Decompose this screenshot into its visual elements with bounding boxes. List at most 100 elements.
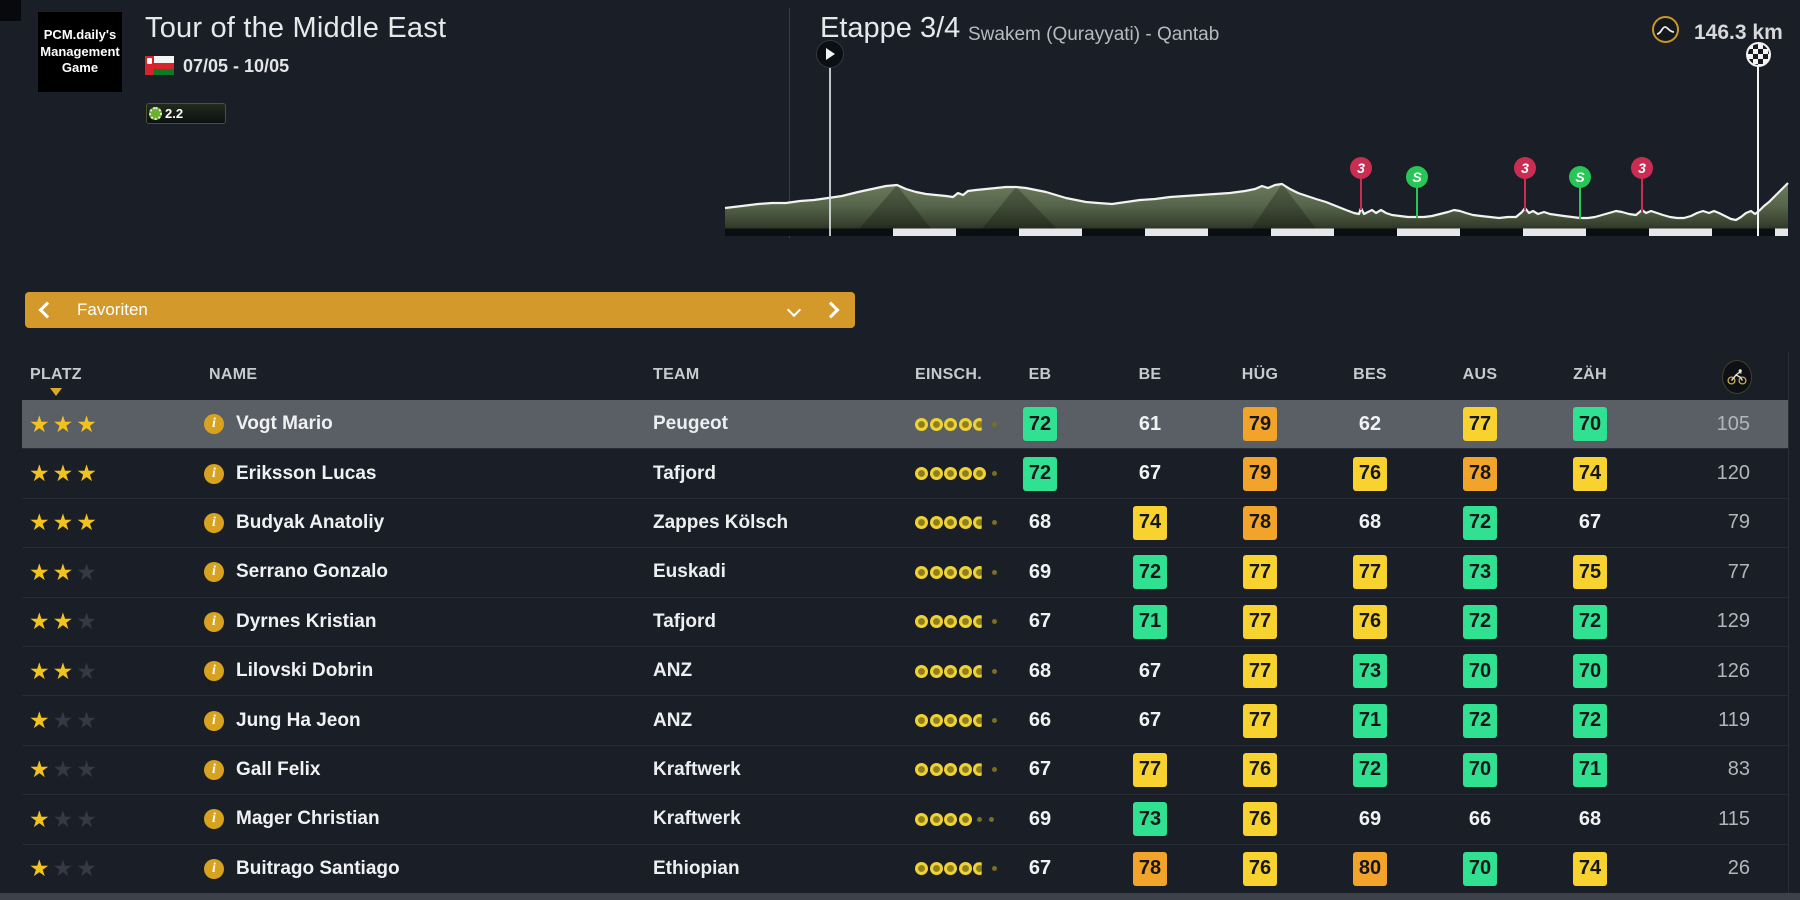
info-icon[interactable]: i — [204, 562, 224, 583]
table-row[interactable]: ★ ★ ★ i Serrano Gonzalo Euskadi 69 72 77 77 73 75 77 — [22, 548, 1788, 598]
stat-value: 70 — [1463, 654, 1497, 689]
star-filled-icon: ★ — [29, 608, 50, 635]
rider-star-rating: ★ ★ ★ — [22, 610, 178, 633]
race-days-count: 129 — [1716, 610, 1750, 633]
stat-cell: 68 — [985, 660, 1095, 683]
stat-value: 70 — [1463, 752, 1497, 787]
table-row[interactable]: ★ ★ ★ i Buitrago Santiago Ethiopian 67 78 76 80 70… — [22, 845, 1788, 894]
rating-dot-full-icon — [944, 812, 957, 826]
stat-cell: 78 — [1095, 851, 1205, 886]
race-category-badge: 2.2 — [146, 103, 226, 124]
stat-cell: 77 — [1205, 654, 1315, 689]
column-header-race-days[interactable] — [1645, 352, 1788, 394]
column-header-name[interactable]: NAME — [209, 366, 258, 383]
favorites-selector-bar[interactable]: Favoriten — [25, 292, 855, 328]
rider-name: Gall Felix — [236, 758, 321, 780]
stat-value: 71 — [1573, 752, 1607, 787]
stat-cell: 76 — [1205, 802, 1315, 837]
stat-value: 67 — [1138, 659, 1162, 682]
rating-dot-full-icon — [944, 417, 957, 431]
einsch-rating — [912, 812, 994, 826]
info-icon[interactable]: i — [204, 512, 224, 533]
stat-value: 67 — [1138, 709, 1162, 732]
stat-value: 73 — [1463, 555, 1497, 590]
rider-name: Serrano Gonzalo — [236, 561, 389, 583]
rating-dot-full-icon — [958, 516, 972, 530]
previous-arrow-icon[interactable] — [38, 301, 56, 319]
favorites-table-header: PLATZ NAME TEAM EINSCH. EB BE HÜG BES AU… — [22, 352, 1788, 398]
stat-value: 72 — [1463, 604, 1497, 639]
info-icon[interactable]: i — [204, 809, 224, 830]
rider-name: Buitrago Santiago — [236, 857, 400, 879]
star-empty-icon: ★ — [76, 558, 97, 585]
info-icon[interactable]: i — [204, 661, 224, 682]
stat-value: 74 — [1573, 456, 1607, 491]
rating-dot-half-icon — [973, 565, 982, 579]
rider-star-rating: ★ ★ ★ — [22, 659, 178, 683]
header-divider — [789, 8, 790, 238]
stat-value: 76 — [1353, 604, 1387, 639]
rider-star-rating: ★ ★ ★ — [22, 511, 178, 534]
rider-star-rating: ★ ★ ★ — [22, 857, 178, 880]
stat-cell: 70 — [1425, 654, 1535, 689]
info-icon[interactable]: i — [204, 611, 224, 632]
column-header-team[interactable]: TEAM — [653, 366, 700, 383]
stat-value: 72 — [1023, 407, 1057, 442]
table-row[interactable]: ★ ★ ★ i Jung Ha Jeon ANZ 66 67 77 71 72 72 119 — [22, 696, 1788, 746]
column-header-zah[interactable]: ZÄH — [1573, 366, 1607, 383]
table-row[interactable]: ★ ★ ★ i Mager Christian Kraftwerk 69 73 76 69 66 68… — [22, 795, 1788, 845]
stat-value: 68 — [1358, 511, 1382, 534]
logo-line: Game — [61, 60, 99, 76]
star-filled-icon: ★ — [29, 805, 50, 832]
next-arrow-icon[interactable] — [822, 301, 840, 319]
chevron-down-icon[interactable] — [786, 302, 802, 318]
table-row[interactable]: ★ ★ ★ i Budyak Anatoliy Zappes Kölsch 68 74 78 68… — [22, 499, 1788, 549]
column-header-einsch[interactable]: EINSCH. — [915, 366, 982, 383]
race-days-count: 83 — [1727, 758, 1750, 781]
stat-cell: 68 — [1315, 511, 1425, 534]
rating-dot-empty-icon — [991, 520, 997, 526]
rating-dot-empty-icon — [977, 816, 982, 822]
table-row[interactable]: ★ ★ ★ i Vogt Mario Peugeot 72 61 79 62 77 70 105 — [22, 400, 1788, 450]
stat-value: 79 — [1243, 407, 1277, 442]
star-filled-icon: ★ — [52, 460, 74, 487]
table-row[interactable]: ★ ★ ★ i Lilovski Dobrin ANZ 68 67 77 73 70 70 126 — [22, 647, 1788, 697]
rider-name-cell: i Budyak Anatoliy — [178, 512, 645, 534]
table-row[interactable]: ★ ★ ★ i Dyrnes Kristian Tafjord 67 71 77 76 72 72 12… — [22, 598, 1788, 647]
einsch-rating — [912, 862, 997, 876]
svg-text:S: S — [1575, 169, 1585, 185]
info-icon[interactable]: i — [204, 710, 224, 731]
info-icon[interactable]: i — [204, 463, 224, 484]
rating-dot-half-icon — [973, 862, 982, 876]
einsch-rating — [912, 664, 997, 678]
column-header-bes[interactable]: BES — [1353, 366, 1387, 383]
next-row-sliver — [0, 893, 1800, 900]
column-header-platz[interactable]: PLATZ — [22, 352, 178, 396]
column-header-be[interactable]: BE — [1138, 366, 1162, 383]
star-filled-icon: ★ — [29, 460, 50, 487]
stat-cell: 69 — [985, 561, 1095, 584]
table-row[interactable]: ★ ★ ★ i Eriksson Lucas Tafjord 72 67 79 76 78 74 120 — [22, 449, 1788, 499]
info-icon[interactable]: i — [204, 858, 224, 879]
play-stage-button[interactable] — [816, 40, 844, 68]
info-icon[interactable]: i — [204, 414, 224, 435]
table-row[interactable]: ★ ★ ★ i Gall Felix Kraftwerk 67 77 76 72 70 71 83 — [22, 746, 1788, 796]
stat-value: 70 — [1573, 407, 1607, 442]
rating-dot-full-icon — [929, 615, 943, 629]
stat-cell: 70 — [1425, 851, 1535, 886]
column-header-hug[interactable]: HÜG — [1241, 366, 1279, 383]
team-name: Ethiopian — [653, 857, 740, 879]
stage-title: Etappe 3/4 — [820, 12, 961, 44]
einsch-rating — [912, 763, 997, 777]
column-header-aus[interactable]: AUS — [1462, 366, 1498, 383]
stat-value: 71 — [1353, 703, 1387, 738]
stat-value: 67 — [1028, 610, 1052, 633]
column-header-eb[interactable]: EB — [1028, 366, 1052, 383]
rating-dot-full-icon — [915, 664, 928, 678]
svg-text:S: S — [1412, 169, 1422, 185]
rating-dot-half-icon — [973, 615, 982, 629]
rating-dot-full-icon — [915, 467, 928, 481]
stat-cell: 76 — [1205, 851, 1315, 886]
stat-value: 72 — [1133, 555, 1167, 590]
info-icon[interactable]: i — [204, 759, 224, 780]
